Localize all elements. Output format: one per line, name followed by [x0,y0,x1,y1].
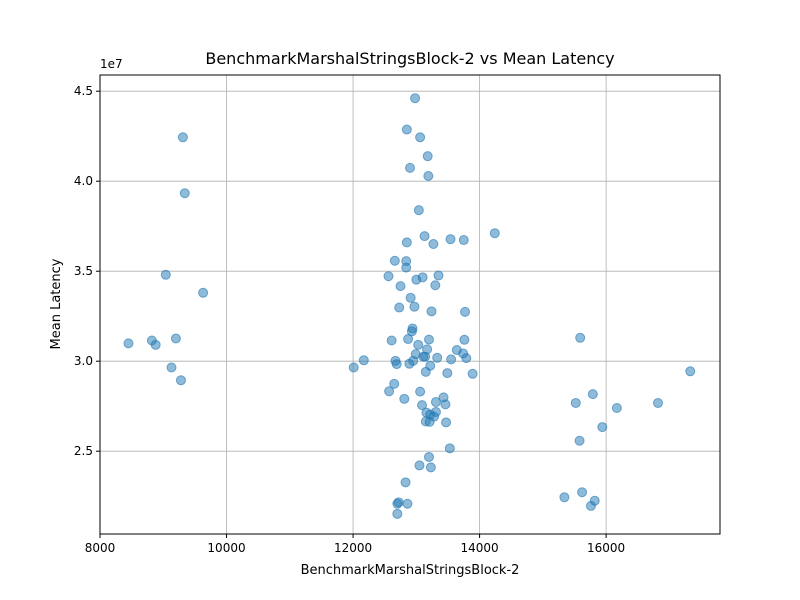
grid-lines [99,75,720,534]
scatter-point [458,235,469,246]
scatter-point [358,355,369,366]
y-tick-label: 4.5 [74,84,93,98]
scatter-point [405,292,416,303]
scatter-point [589,495,600,506]
scatter-point [348,362,359,373]
scatter-point [392,508,403,519]
scatter-point [425,360,436,371]
scatter-point [409,301,420,312]
scatter-point [391,359,402,370]
scatter-point [393,497,404,508]
scatter-point [577,487,588,498]
scatter-point [123,338,134,349]
scatter-point [415,132,426,143]
scatter-point [432,352,443,363]
scatter-point [444,443,455,454]
scatter-point [430,280,441,291]
scatter-point [407,323,418,334]
scatter-point [386,335,397,346]
scatter-point [402,498,413,509]
scatter-point [166,362,177,373]
scatter-point [423,170,434,181]
scatter-point [413,205,424,216]
y-tick-label: 3.0 [74,354,93,368]
scatter-point [423,451,434,462]
scatter-point [400,477,411,488]
scatter-point [160,269,171,280]
scatter-point [467,368,478,379]
scatter-point [425,462,436,473]
scatter-point [445,234,456,245]
scatter-point [441,417,452,428]
x-tick-label: 8000 [85,541,116,555]
scatter-point [430,397,441,408]
scatter-point [459,334,470,345]
scatter-point [175,375,186,386]
scatter-point [395,281,406,292]
scatter-point [399,393,410,404]
scatter-point [150,339,161,350]
chart-title: BenchmarkMarshalStringsBlock-2 vs Mean L… [205,49,614,68]
y-axis-label: Mean Latency [49,258,64,349]
scatter-point [587,389,598,400]
scatter-point [611,403,622,413]
scatter-point [389,255,400,266]
scatter-point [442,368,453,379]
scatter-point [570,397,581,408]
scatter-point [401,124,412,135]
y-tick-label: 3.5 [74,264,93,278]
scatter-point [489,228,500,239]
y-axis-offset-label: 1e7 [100,57,123,71]
scatter-point [653,397,663,408]
scatter-point [414,460,425,471]
scatter-point [422,151,433,162]
scatter-point [413,339,424,350]
scatter-point [430,406,441,417]
x-tick-label: 16000 [587,541,625,555]
scatter-point [198,287,209,298]
x-tick-label: 12000 [334,541,372,555]
scatter-point [417,400,428,411]
scatter-point [461,353,472,364]
scatter-point [428,239,439,250]
scatter-point [574,435,585,446]
scatter-point [433,270,444,281]
y-tick-label: 2.5 [74,444,93,458]
scatter-point [417,272,428,283]
scatter-point [383,271,394,282]
scatter-point [401,237,412,248]
scatter-point [410,93,421,104]
scatter-point [559,492,570,503]
scatter-point [177,132,188,143]
plot-area-frame [99,74,721,535]
scatter-point [460,306,471,317]
scatter-point [575,332,586,343]
scatter-point [446,354,457,365]
scatter-point [415,386,426,397]
scatter-point [685,366,696,377]
y-tick-label: 4.0 [74,174,93,188]
scatter-point [394,302,405,313]
scatter-point [405,162,415,173]
scatter-point [423,334,434,345]
x-tick-label: 14000 [460,541,498,555]
scatter-point [597,422,608,433]
scatter-point [384,386,395,397]
scatter-point [426,306,437,317]
x-axis-label: BenchmarkMarshalStringsBlock-2 [301,563,520,578]
scatter-point [389,378,400,389]
scatter-point [440,399,451,410]
scatter-point [179,188,190,199]
x-axis-ticks: 8000 10000 12000 14000 16000 [85,534,625,555]
scatter-point [419,231,430,242]
data-points [123,93,696,519]
scatter-point [170,333,181,344]
scatter-point [401,256,412,267]
scatter-point [422,344,433,355]
x-tick-label: 10000 [207,541,245,555]
y-axis-ticks: 2.5 3.0 3.5 4.0 4.5 [74,84,100,458]
